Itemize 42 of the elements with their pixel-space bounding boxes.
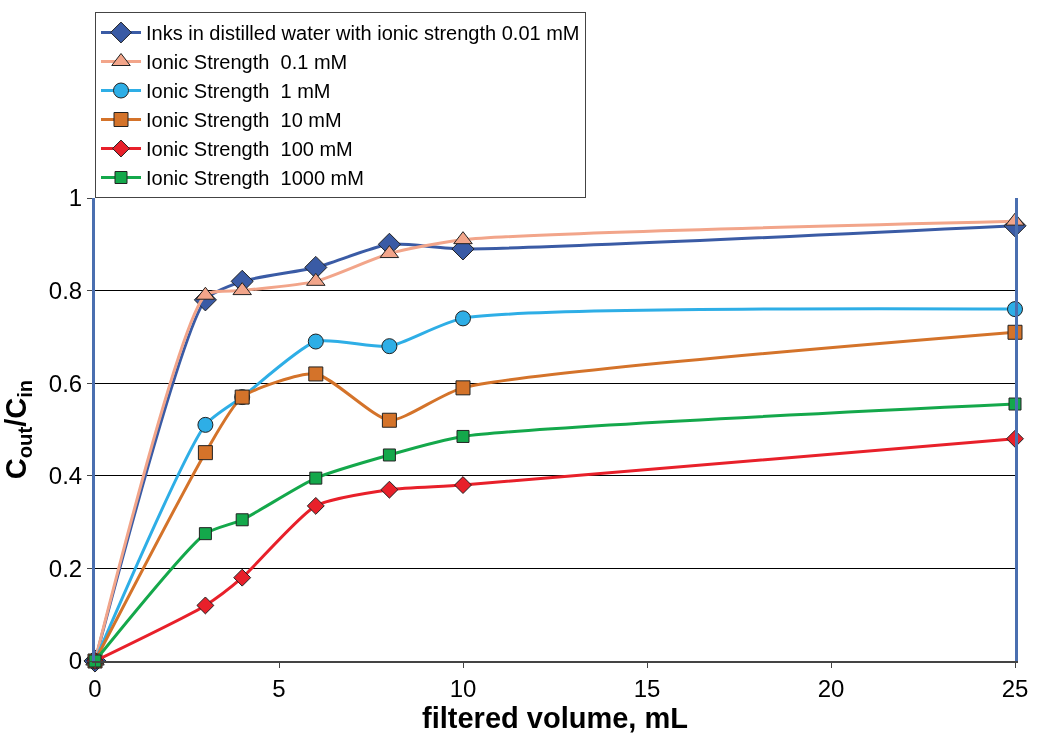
- y-tick-label: 0.8: [48, 277, 83, 304]
- point: [454, 476, 472, 495]
- x-axis-title: filtered volume, mL: [422, 701, 688, 734]
- point: [306, 496, 325, 515]
- point: [1008, 397, 1022, 411]
- y-tick-label: 0.4: [48, 462, 83, 490]
- x-tick-label: 15: [633, 674, 661, 702]
- point: [456, 429, 470, 443]
- legend-label: Ionic Strength 10 mM: [146, 109, 342, 132]
- legend-label: Ionic Strength 1000 mM: [146, 167, 364, 190]
- x-tick-label: 0: [88, 674, 102, 702]
- point: [380, 480, 399, 499]
- point: [197, 416, 214, 433]
- legend-label: Ionic Strength 100 mM: [146, 138, 353, 161]
- x-tick-label: 10: [449, 674, 477, 702]
- point: [308, 366, 324, 382]
- y-tick-label: 0: [68, 647, 83, 675]
- x-tick-label: 20: [817, 674, 845, 702]
- point: [235, 513, 249, 527]
- point: [381, 338, 398, 355]
- x-tick-label: 25: [1001, 674, 1029, 702]
- point: [455, 310, 471, 327]
- y-tick-label: 0.2: [48, 554, 83, 582]
- point: [307, 333, 324, 350]
- point: [196, 596, 215, 615]
- legend-label: Ionic Strength 1 mM: [146, 80, 331, 103]
- point: [304, 255, 328, 279]
- y-tick-label: 1: [68, 184, 83, 212]
- point: [306, 272, 326, 286]
- point: [382, 448, 396, 462]
- x-tick-label: 5: [272, 674, 286, 702]
- point: [233, 568, 252, 587]
- point: [197, 445, 213, 461]
- point: [455, 380, 471, 396]
- legend-label: Ionic Strength 0.1 mM: [146, 51, 348, 74]
- y-tick-label: 0.6: [48, 369, 83, 397]
- point: [453, 231, 473, 245]
- point: [381, 412, 397, 428]
- point: [232, 282, 252, 296]
- point: [198, 527, 212, 541]
- legend-label: Inks in distilled water with ionic strength 0.01 mM: [146, 22, 580, 45]
- point: [309, 471, 323, 485]
